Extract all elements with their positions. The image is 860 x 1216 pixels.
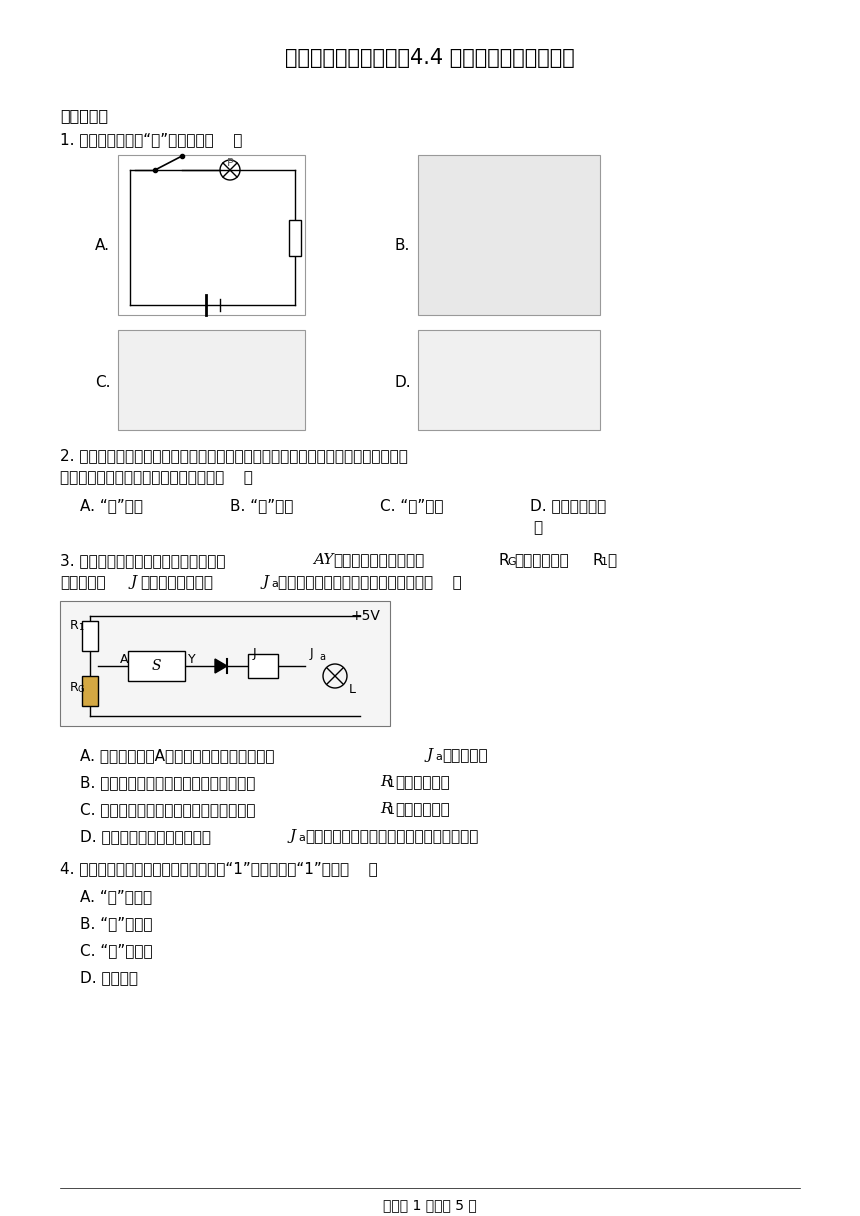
Polygon shape bbox=[215, 659, 227, 672]
Text: AY: AY bbox=[313, 553, 334, 567]
Text: ，路灯点亮: ，路灯点亮 bbox=[442, 748, 488, 762]
Text: J: J bbox=[290, 829, 296, 843]
Bar bbox=[118, 330, 305, 430]
Text: B.: B. bbox=[395, 238, 410, 253]
Text: a: a bbox=[319, 652, 325, 662]
Text: 2. 在解锁智能手机的过程中，可以采用人脸识别，也可以输入正确的密码，则要完成: 2. 在解锁智能手机的过程中，可以采用人脸识别，也可以输入正确的密码，则要完成 bbox=[60, 447, 408, 463]
Text: 时提供自感电流的通路，防止损坏集成电路: 时提供自感电流的通路，防止损坏集成电路 bbox=[305, 829, 478, 844]
Text: P: P bbox=[227, 158, 234, 168]
Text: a: a bbox=[435, 751, 442, 762]
Text: C. 要想在天色更暗时路灯才会点亮，应把: C. 要想在天色更暗时路灯才会点亮，应把 bbox=[80, 803, 255, 817]
Text: R: R bbox=[70, 681, 79, 694]
Text: G: G bbox=[507, 557, 516, 567]
Text: D.: D. bbox=[395, 375, 412, 390]
Text: 一、单选题: 一、单选题 bbox=[60, 108, 108, 123]
Text: a: a bbox=[298, 833, 305, 843]
Text: 为继电器的线圈，: 为继电器的线圈， bbox=[140, 575, 213, 590]
Text: D. 二极管的作用是继电器释放: D. 二极管的作用是继电器释放 bbox=[80, 829, 211, 844]
Text: 为它的常开触点。下列说法错误的是（    ）: 为它的常开触点。下列说法错误的是（ ） bbox=[278, 575, 462, 590]
Text: 试卷第 1 页，共 5 页: 试卷第 1 页，共 5 页 bbox=[383, 1198, 477, 1212]
Text: 的阻值调大些: 的阻值调大些 bbox=[395, 775, 450, 790]
Text: D. 不存在逻辑关: D. 不存在逻辑关 bbox=[530, 499, 606, 513]
Text: J: J bbox=[253, 647, 256, 660]
Text: A. 天色变暗时，A端输入高电平，继电器吸引: A. 天色变暗时，A端输入高电平，继电器吸引 bbox=[80, 748, 274, 762]
Bar bbox=[418, 330, 600, 430]
Text: a: a bbox=[271, 579, 278, 589]
Text: 可变电阻；: 可变电阻； bbox=[60, 575, 106, 590]
Text: J: J bbox=[427, 748, 433, 762]
Text: A. “与”门电路: A. “与”门电路 bbox=[80, 889, 152, 903]
Text: R: R bbox=[380, 775, 391, 789]
Text: J: J bbox=[131, 575, 137, 589]
Text: B. 要想在天色更暗时路灯才会点亮，应把: B. 要想在天色更暗时路灯才会点亮，应把 bbox=[80, 775, 255, 790]
Text: Y: Y bbox=[188, 653, 195, 666]
Text: 3. 如图所示，用小灯泡模仿光控电路，: 3. 如图所示，用小灯泡模仿光控电路， bbox=[60, 553, 225, 568]
Text: 同步课时精练（二十）4.4 科学用电（后附解析）: 同步课时精练（二十）4.4 科学用电（后附解析） bbox=[286, 47, 574, 68]
Text: 为: 为 bbox=[607, 553, 616, 568]
Text: C. “非”关系: C. “非”关系 bbox=[380, 499, 444, 513]
Bar bbox=[418, 154, 600, 315]
Text: C.: C. bbox=[95, 375, 110, 390]
Text: J: J bbox=[263, 575, 269, 589]
Bar bbox=[248, 654, 278, 679]
Text: R: R bbox=[380, 803, 391, 816]
Text: B. “或”门电路: B. “或”门电路 bbox=[80, 916, 152, 931]
Bar bbox=[128, 651, 185, 681]
Text: B. “与”关系: B. “与”关系 bbox=[230, 499, 293, 513]
Text: 1: 1 bbox=[388, 806, 395, 816]
Text: D. 都不可能: D. 都不可能 bbox=[80, 970, 138, 985]
Text: C. “非”门电路: C. “非”门电路 bbox=[80, 942, 152, 958]
Text: 4. 在基本逻辑电路中，当有一个输入为“1”时，输出是“1”的是（    ）: 4. 在基本逻辑电路中，当有一个输入为“1”时，输出是“1”的是（ ） bbox=[60, 861, 378, 876]
Text: 之间为斯密特触发器，: 之间为斯密特触发器， bbox=[333, 553, 424, 568]
Text: 的阻值调小些: 的阻值调小些 bbox=[395, 803, 450, 817]
Text: R: R bbox=[70, 619, 79, 632]
Text: S: S bbox=[151, 659, 162, 672]
Bar bbox=[118, 154, 305, 315]
Text: 解锁手机，上述两种方式的逻辑关系是（    ）: 解锁手机，上述两种方式的逻辑关系是（ ） bbox=[60, 471, 253, 485]
Text: G: G bbox=[78, 685, 84, 694]
Text: 为光敏电阻，: 为光敏电阻， bbox=[514, 553, 568, 568]
Text: L: L bbox=[349, 683, 356, 696]
Bar bbox=[82, 676, 98, 706]
Text: 系: 系 bbox=[533, 520, 542, 535]
Text: A.: A. bbox=[95, 238, 110, 253]
Text: 1. 以下电路是开关“与”电路的是（    ）: 1. 以下电路是开关“与”电路的是（ ） bbox=[60, 133, 243, 147]
Text: +5V: +5V bbox=[350, 609, 380, 623]
Text: A. “或”关系: A. “或”关系 bbox=[80, 499, 143, 513]
Text: R: R bbox=[593, 553, 604, 568]
Text: 1: 1 bbox=[601, 557, 608, 567]
Bar bbox=[289, 220, 301, 255]
Text: R: R bbox=[499, 553, 510, 568]
Bar bbox=[82, 621, 98, 651]
Text: 1: 1 bbox=[388, 779, 395, 789]
Text: 1: 1 bbox=[78, 623, 83, 632]
Text: J: J bbox=[310, 647, 314, 660]
Text: A: A bbox=[120, 653, 128, 666]
Bar bbox=[60, 601, 390, 726]
